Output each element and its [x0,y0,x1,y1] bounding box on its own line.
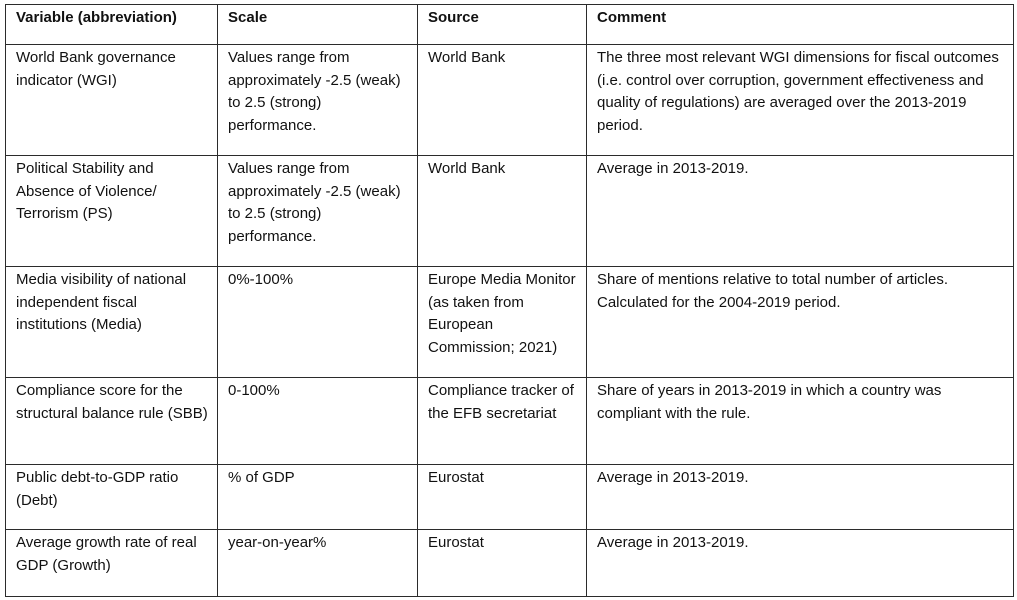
cell-scale: Values range from approximately -2.5 (we… [217,155,418,267]
cell-scale: Values range from approximately -2.5 (we… [217,44,418,156]
cell-variable: Compliance score for the structural bala… [5,377,218,465]
cell-variable: Average growth rate of real GDP (Growth) [5,529,218,597]
cell-comment: The three most relevant WGI dimensions f… [586,44,1014,156]
cell-scale: year-on-year% [217,529,418,597]
cell-comment: Share of mentions relative to total numb… [586,266,1014,378]
cell-comment: Average in 2013-2019. [586,529,1014,597]
cell-variable: World Bank governance indicator (WGI) [5,44,218,156]
table-row: World Bank governance indicator (WGI) Va… [5,44,1014,156]
cell-source: Compliance tracker of the EFB secretaria… [417,377,587,465]
cell-source: Europe Media Monitor (as taken from Euro… [417,266,587,378]
cell-variable: Media visibility of national independent… [5,266,218,378]
cell-comment: Average in 2013-2019. [586,464,1014,530]
table-row: Average growth rate of real GDP (Growth)… [5,529,1014,597]
table-row: Media visibility of national independent… [5,266,1014,378]
cell-comment: Share of years in 2013-2019 in which a c… [586,377,1014,465]
cell-source: Eurostat [417,464,587,530]
table-row: Public debt-to-GDP ratio (Debt) % of GDP… [5,464,1014,530]
cell-variable: Political Stability and Absence of Viole… [5,155,218,267]
cell-source: World Bank [417,44,587,156]
header-scale: Scale [217,4,418,45]
variables-table: Variable (abbreviation) Scale Source Com… [5,4,1014,597]
table-header-row: Variable (abbreviation) Scale Source Com… [5,4,1014,45]
header-comment: Comment [586,4,1014,45]
cell-variable: Public debt-to-GDP ratio (Debt) [5,464,218,530]
header-source: Source [417,4,587,45]
cell-source: Eurostat [417,529,587,597]
cell-comment: Average in 2013-2019. [586,155,1014,267]
cell-scale: 0-100% [217,377,418,465]
cell-scale: 0%-100% [217,266,418,378]
cell-scale: % of GDP [217,464,418,530]
table-row: Political Stability and Absence of Viole… [5,155,1014,267]
table-row: Compliance score for the structural bala… [5,377,1014,465]
header-variable: Variable (abbreviation) [5,4,218,45]
cell-source: World Bank [417,155,587,267]
